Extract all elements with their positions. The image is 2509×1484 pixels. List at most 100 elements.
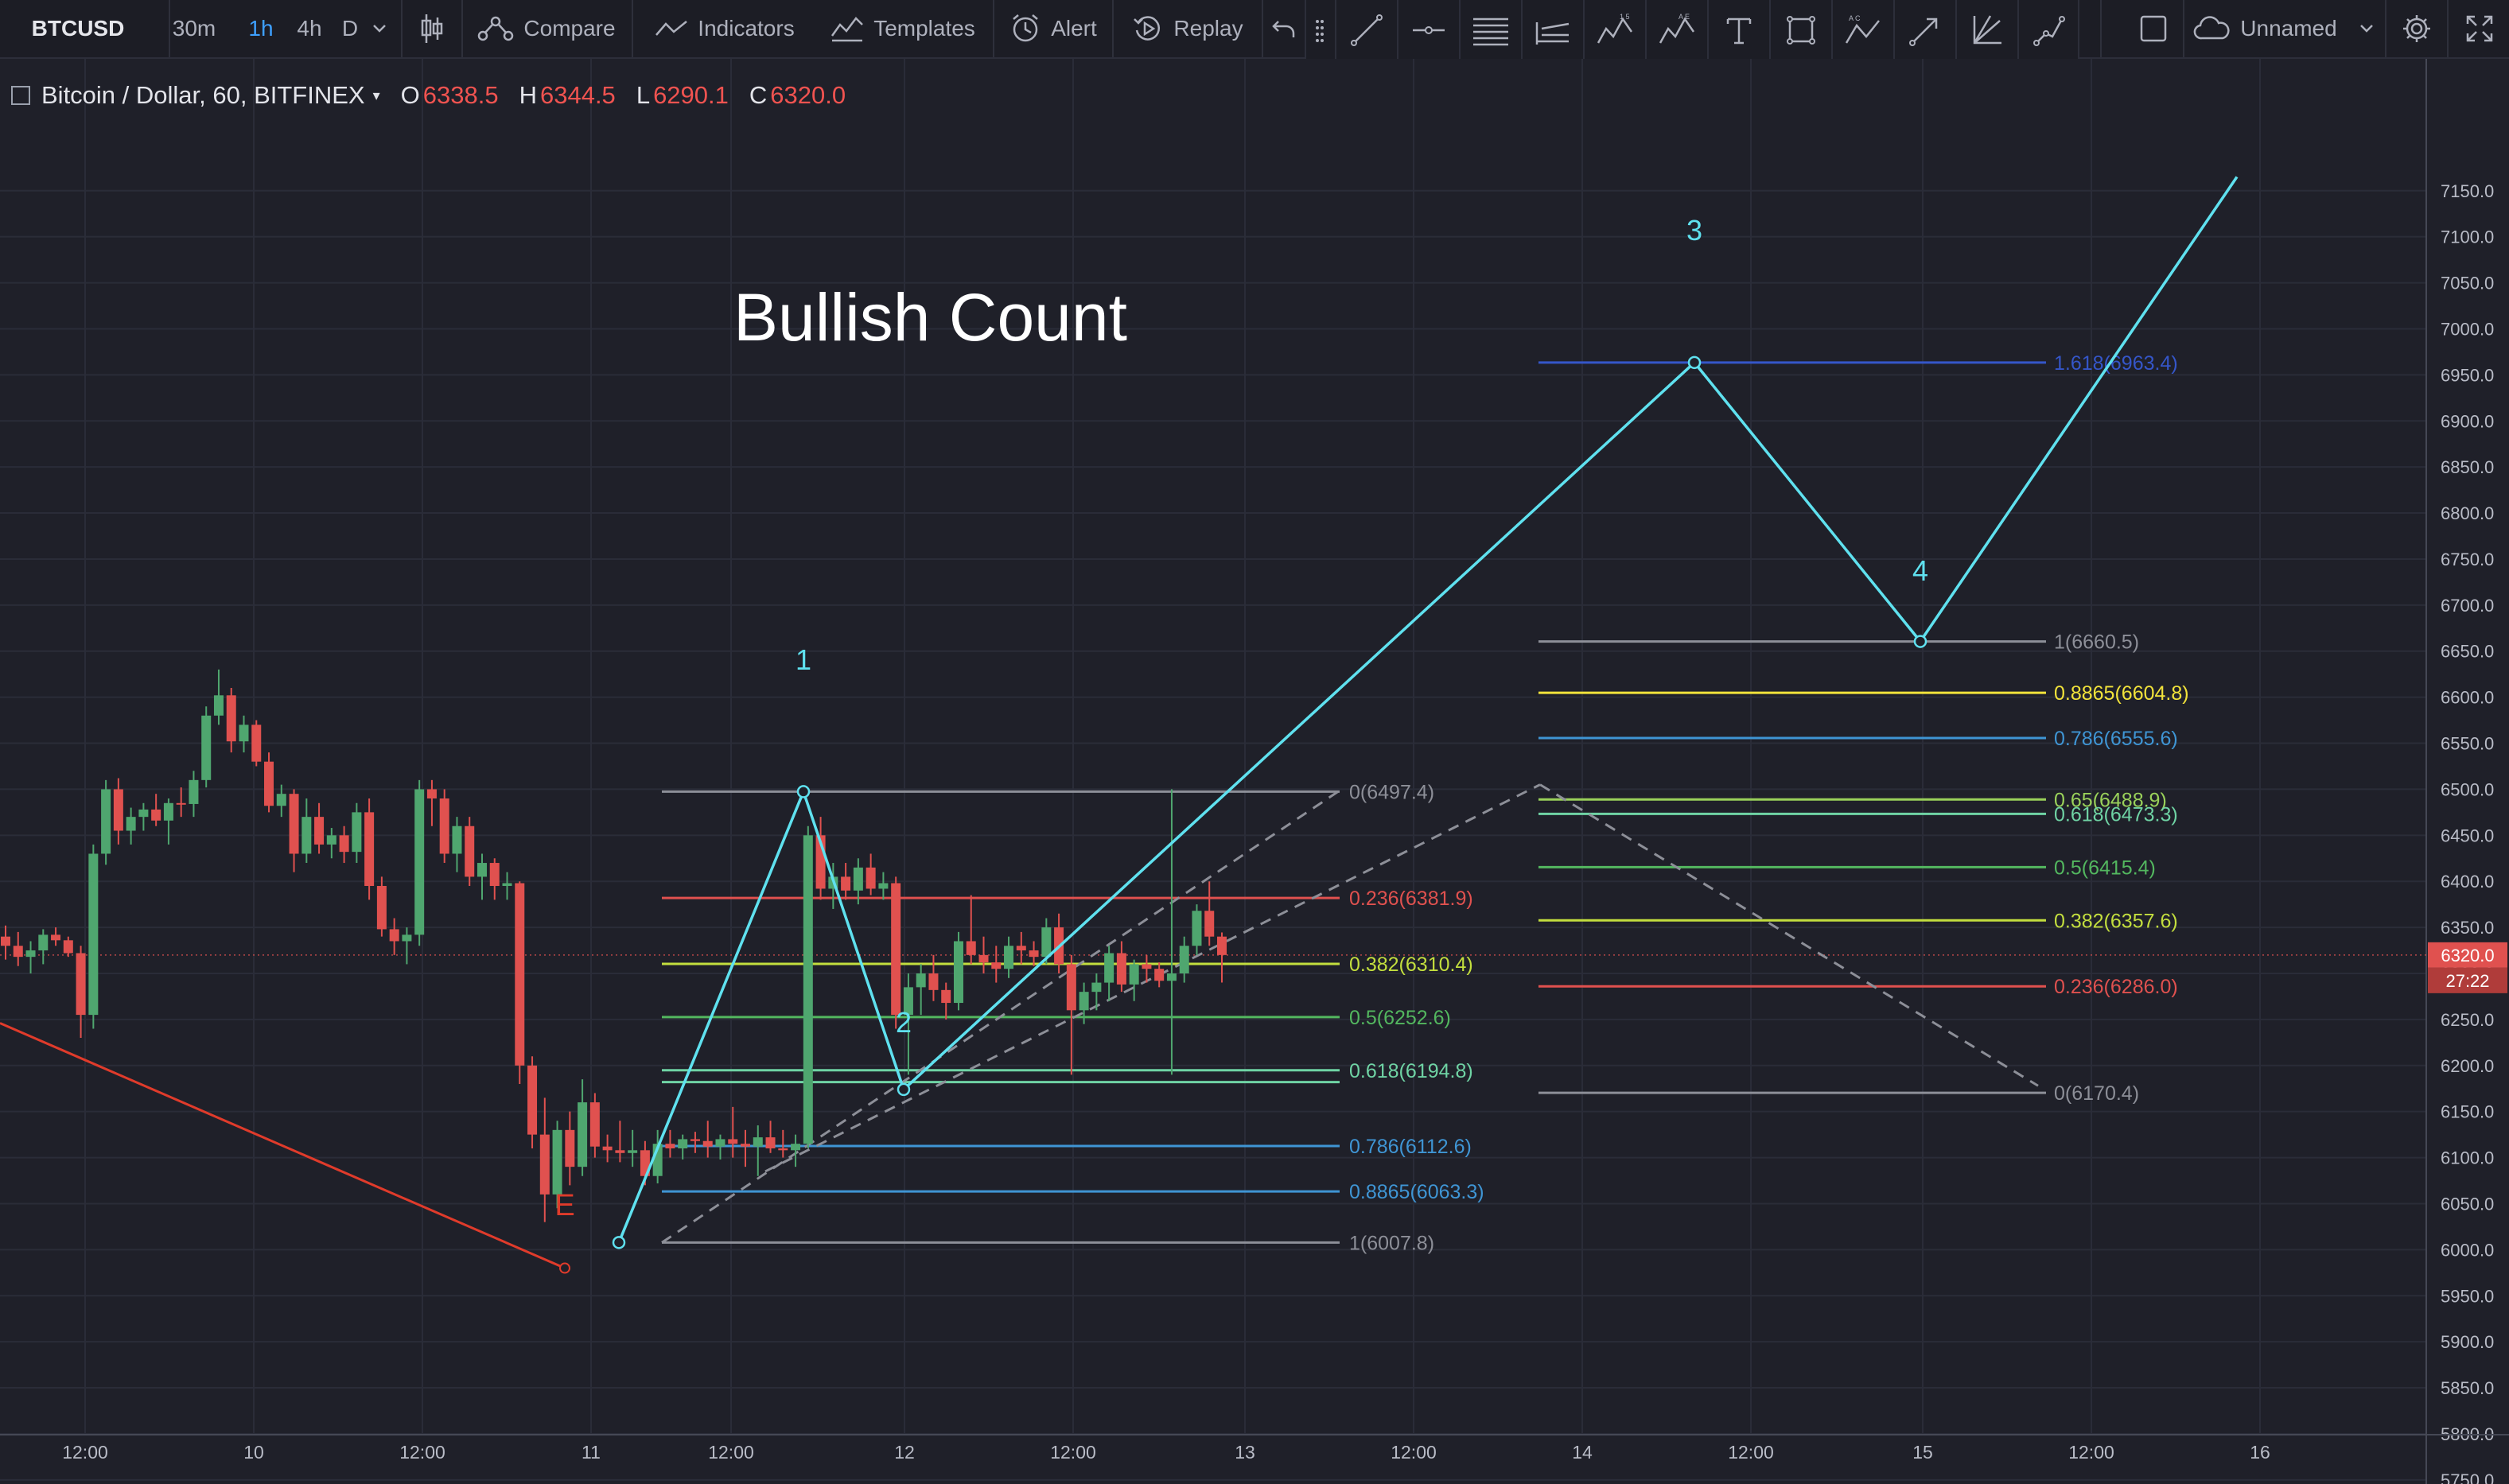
horizontal-ray-tool[interactable] [1397, 0, 1459, 60]
interval-1h[interactable]: 1h [239, 0, 283, 57]
candle-body [414, 789, 425, 935]
gann-fan-tool[interactable] [1955, 0, 2017, 60]
path-tool[interactable] [2017, 0, 2079, 60]
layout-square-icon [2140, 15, 2167, 42]
interval-d[interactable]: D [334, 0, 366, 57]
candle-body [891, 883, 901, 1016]
svg-text:A C: A C [1849, 14, 1861, 22]
arrow-icon [1909, 17, 1938, 46]
candle-body [753, 1137, 763, 1147]
candle-body [63, 940, 73, 954]
pitchfork-tool[interactable] [1521, 0, 1583, 60]
interval-dropdown-button[interactable] [368, 0, 391, 57]
chart-style-button[interactable] [401, 0, 461, 57]
candle-body [389, 929, 399, 942]
wave-label: 3 [1686, 214, 1702, 247]
candle-body [314, 817, 325, 845]
candle-body [527, 1065, 538, 1135]
candle-body [702, 1140, 713, 1147]
candle-body [1066, 964, 1076, 1011]
fullscreen-button[interactable] [2447, 0, 2509, 57]
candle-body [251, 725, 262, 762]
drawing-toolbar-drag-handle[interactable] [1306, 0, 1333, 60]
fib-retracement-tool[interactable] [1459, 0, 1521, 60]
candle-body [113, 789, 123, 831]
price-axis-label: 6950.0 [2441, 365, 2494, 385]
trend-line-icon [1351, 14, 1383, 46]
wave-point-handle [1687, 355, 1702, 370]
candle-body [791, 1144, 801, 1151]
candle-body [1079, 992, 1089, 1011]
alert-label: Alert [1051, 16, 1097, 41]
gann-icon [1973, 15, 2001, 45]
indicators-button[interactable]: Indicators [632, 0, 816, 57]
replay-button[interactable]: Replay [1112, 0, 1262, 57]
fullscreen-icon [2466, 15, 2493, 42]
interval-4h[interactable]: 4h [290, 0, 329, 57]
price-axis-label: 6800.0 [2441, 503, 2494, 523]
candle-body [38, 934, 49, 951]
symbol-label: BTCUSD [31, 16, 125, 41]
interval-30m-label: 30m [172, 16, 216, 41]
candle-body [239, 725, 249, 742]
gear-icon [2403, 15, 2430, 42]
layout-toggle-button[interactable] [2100, 0, 2205, 57]
undo-button[interactable] [1262, 0, 1305, 57]
price-axis-label: 7000.0 [2441, 319, 2494, 339]
candle-body [1179, 946, 1189, 973]
elliott-wave-tool[interactable]: 1 5 [1583, 0, 1645, 60]
alert-button[interactable]: Alert [993, 0, 1112, 57]
candle-body [803, 835, 813, 1144]
abcde-pattern-tool[interactable]: A E [1645, 0, 1707, 60]
candle-body [978, 954, 989, 963]
fib-ext-label: 0.618(6473.3) [2054, 803, 2178, 826]
candle-body [289, 794, 299, 854]
fib-ext-label: 0.786(6555.6) [2054, 728, 2178, 750]
wave-point-handle [897, 1082, 911, 1097]
price-axis-label: 6400.0 [2441, 872, 2494, 892]
candle-body [276, 794, 286, 806]
settings-button[interactable] [2385, 0, 2447, 57]
text-tool[interactable] [1707, 0, 1769, 60]
candle-body [665, 1144, 675, 1149]
price-axis-label: 6700.0 [2441, 596, 2494, 616]
cloud-icon [2193, 16, 2230, 40]
candle-body [853, 867, 863, 891]
arrow-tool[interactable] [1893, 0, 1955, 60]
candle-body [539, 1134, 550, 1195]
candle-body [13, 946, 23, 958]
candle-body [841, 876, 851, 891]
interval-30m[interactable]: 30m [169, 0, 218, 57]
legend-expand-icon[interactable] [11, 86, 30, 105]
price-chart[interactable]: 12:00 10 12:00 11 12:00 12 12:00 13 12:00 14 12:00… [0, 59, 2509, 1484]
fib-ext-label: 0.382(6357.6) [2054, 910, 2178, 932]
compare-button[interactable]: Compare [461, 0, 630, 57]
fib-level-label: 0.382(6310.4) [1349, 954, 1473, 976]
candle-body [1029, 950, 1039, 958]
templates-icon [831, 17, 864, 42]
abcd-pattern-tool[interactable]: A C [1831, 0, 1893, 60]
candle-body [866, 867, 876, 889]
candle-body [339, 835, 349, 853]
rectangle-tool[interactable] [1769, 0, 1831, 60]
candle-body [201, 715, 212, 780]
candle-body [690, 1139, 700, 1141]
templates-button[interactable]: Templates [815, 0, 991, 57]
candle-body [1154, 969, 1165, 981]
candle-body [991, 962, 1002, 969]
candle-body [1129, 964, 1139, 985]
candle-body [741, 1144, 751, 1147]
trend-line-tool[interactable] [1335, 0, 1397, 60]
candle-body [477, 863, 487, 877]
compare-label: Compare [523, 16, 616, 41]
legend-close-key: C [749, 81, 768, 109]
chevron-down-icon[interactable]: ▾ [372, 87, 380, 103]
indicators-label: Indicators [698, 16, 795, 41]
symbol-search-button[interactable]: BTCUSD [0, 0, 156, 57]
time-axis-label: 12 [894, 1442, 915, 1463]
legend-high-value: 6344.5 [539, 81, 616, 109]
last-price-value: 6320.0 [2441, 946, 2494, 965]
wave-point-handle [1913, 635, 1927, 648]
layout-save-button[interactable]: Unnamed [2183, 0, 2382, 57]
